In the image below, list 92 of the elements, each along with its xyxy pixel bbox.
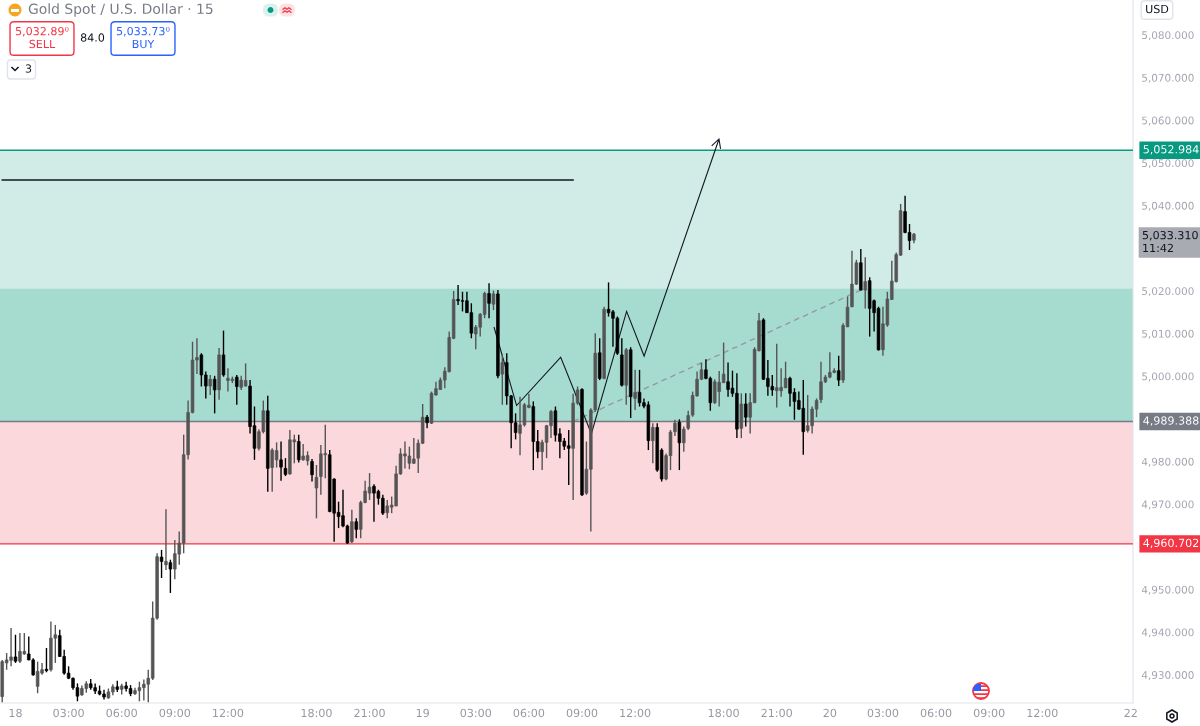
candlestick [491,289,496,311]
x-tick-label: 21:00 [761,708,792,718]
candlestick [137,680,142,702]
y-tick-label: 5,010.000 [1142,329,1194,339]
candlestick [208,374,212,396]
x-tick-label: 03:00 [867,708,899,718]
candlestick [775,343,779,409]
y-tick-label: 5,060.000 [1142,116,1194,126]
annotation: 84.0 [80,33,105,42]
candlestick [744,392,748,428]
x-tick-label: 09:00 [159,708,191,718]
x-tick-label: 09:00 [566,708,598,718]
candlestick [651,422,655,464]
x-tick-label: 06:00 [920,708,952,718]
y-tick-label: 5,080.000 [1142,31,1194,41]
ref-line-label: 4,960.702 [1143,538,1199,549]
candlestick [677,418,682,471]
candlestick [518,396,522,456]
candlestick [788,375,792,408]
candlestick [783,361,788,389]
candlestick [566,429,571,486]
candlestick [836,355,841,387]
x-tick-label: 22 [1124,708,1137,717]
text: 5,033.310 11:42 [1142,230,1198,252]
candlestick [297,433,301,464]
candlestick [159,549,164,579]
candlestick [279,440,283,482]
candlestick [310,458,314,483]
annotation: 5,033.73⁰ BUY [116,26,170,49]
y-tick-label: 5,040.000 [1142,201,1194,211]
candlestick [35,660,40,694]
ref-line-label: 5,052.984 [1143,145,1199,155]
candlestick [367,472,372,501]
candlestick [164,508,168,571]
x-tick-label: 12:00 [213,708,244,718]
candlestick [314,464,319,519]
candlestick [726,361,730,398]
x-tick-label: 18:00 [301,708,332,718]
text: USD [1146,4,1169,14]
candlestick [18,632,22,664]
x-tick-label: 12:00 [620,708,651,718]
candlestick [168,558,173,594]
ref-line-label: 4,989.388 [1143,416,1199,426]
x-tick-label: 03:00 [460,708,492,718]
chart-title: Gold Spot / U.S. Dollar · 15 [28,3,213,17]
candlestick [44,647,49,673]
x-tick-label: 06:00 [513,708,545,718]
candlestick [350,509,354,544]
candlestick [372,483,376,523]
x-tick-label: 12:00 [1027,708,1058,718]
candlestick [13,634,18,664]
candlestick [549,409,553,439]
candlestick [221,329,226,378]
candlestick [9,627,13,668]
candlestick [354,517,358,540]
y-tick-label: 4,980.000 [1141,457,1194,467]
candlestick [805,394,810,434]
candlestick [323,424,328,479]
x-tick-label: 18 [9,708,22,718]
candlestick [637,369,642,408]
candlestick [500,353,505,406]
x-tick-label: 19 [416,708,429,718]
x-tick-label: 09:00 [973,708,1005,718]
candlestick [274,441,279,469]
x-tick-label: 06:00 [106,708,137,718]
candlestick [487,282,491,319]
candlestick [319,444,323,496]
candlestick [173,539,177,580]
candlestick [226,367,230,393]
y-tick-label: 4,970.000 [1141,500,1194,510]
y-tick-label: 4,930.000 [1141,671,1194,681]
y-tick-label: 5,070.000 [1142,73,1194,83]
y-tick-label: 4,940.000 [1141,628,1194,638]
candlestick [199,352,204,388]
candlestick [863,256,867,310]
y-tick-label: 5,020.000 [1142,287,1194,297]
candlestick [801,379,805,456]
candlestick [235,374,239,406]
candlestick [212,375,217,415]
y-tick-label: 5,050.000 [1142,159,1194,169]
x-tick-label: 20 [823,708,837,718]
y-tick-label: 5,000.000 [1142,372,1194,382]
x-tick-label: 18:00 [708,708,739,718]
candlestick [243,362,248,388]
candlestick [469,302,474,339]
candlestick [633,369,637,411]
candlestick [407,445,412,470]
annotation: 3 [25,64,32,73]
y-tick-label: 4,950.000 [1141,585,1194,595]
x-tick-label: 21:00 [354,708,385,718]
annotation: 5,032.89⁰ SELL [15,26,69,49]
x-tick-label: 03:00 [53,708,84,718]
